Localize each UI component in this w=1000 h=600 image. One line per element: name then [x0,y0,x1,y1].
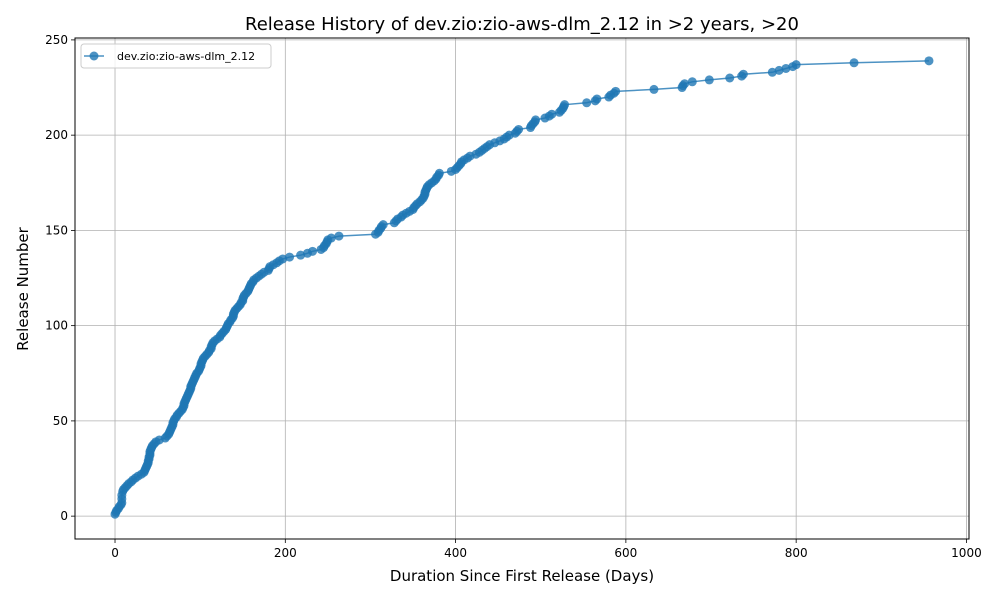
y-axis-title: Release Number [14,226,32,350]
legend-label: dev.zio:zio-aws-dlm_2.12 [117,50,255,63]
legend-box [80,43,272,69]
data-point [924,56,934,66]
data-point [849,58,859,68]
x-tick-label: 200 [274,546,297,560]
data-point [285,252,295,262]
data-point [296,250,306,260]
axis-ticks: 0 200 400 600 800 1000 0 50 100 150 200 250 [45,33,982,560]
x-tick-label: 400 [444,546,467,560]
grid-lines [75,38,969,539]
data-point [687,77,697,87]
chart-title: Release History of dev.zio:zio-aws-dlm_2… [245,14,799,35]
data-point [326,233,336,243]
data-point [680,79,690,89]
data-point [611,86,621,96]
data-point [738,69,748,79]
plot-frame [74,37,970,540]
data-point [592,94,602,104]
x-tick-label: 800 [785,546,808,560]
x-axis-title: Duration Since First Release (Days) [390,567,654,585]
y-tick-label: 50 [53,414,68,428]
legend: dev.zio:zio-aws-dlm_2.12 [80,43,272,69]
data-point [704,75,714,85]
data-point [278,254,288,264]
data-point [434,168,444,178]
x-tick-label: 600 [614,546,637,560]
data-point [781,63,791,73]
x-tick-label: 1000 [951,546,982,560]
data-point [649,84,659,94]
data-point [725,73,735,83]
legend-circle-marker [89,51,99,61]
data-point [514,124,524,134]
y-tick-label: 0 [60,509,68,523]
data-point [791,60,801,70]
data-point [560,100,570,110]
series-layer [110,56,934,519]
data-point [531,115,541,125]
y-tick-label: 100 [45,319,68,333]
data-point [308,246,318,256]
data-point [547,109,557,119]
data-point [774,65,784,75]
data-point [767,67,777,77]
y-tick-label: 150 [45,223,68,237]
y-tick-label: 250 [45,33,68,47]
data-point [378,220,388,230]
data-point [582,98,592,108]
y-tick-label: 200 [45,128,68,142]
x-tick-label: 0 [111,546,119,560]
data-point [334,231,344,241]
